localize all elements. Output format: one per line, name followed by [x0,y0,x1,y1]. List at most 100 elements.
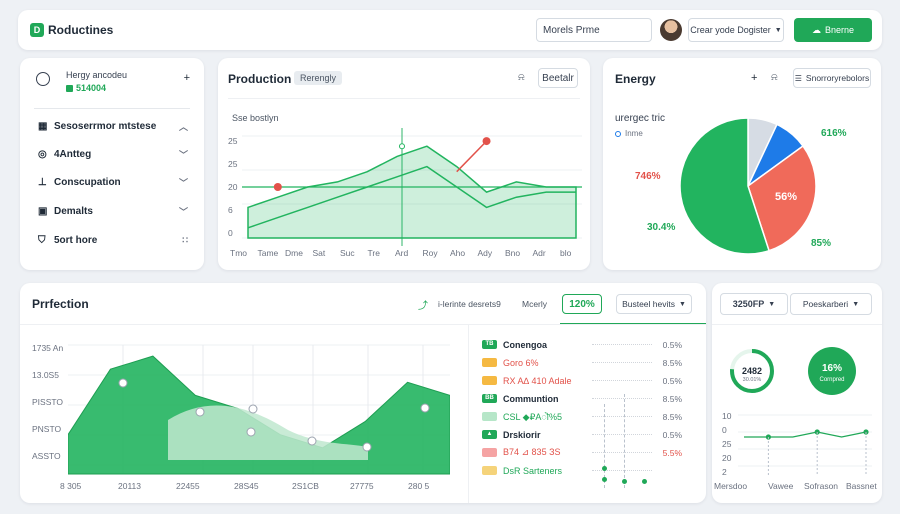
pie-label-top-right: 616% [821,128,847,139]
leader-dots [592,380,652,381]
region-dropdown-label: Poeskarberi [802,299,849,309]
search-input[interactable]: Morels Prme [536,18,652,42]
filter2-label[interactable]: Mcerly [522,299,548,309]
y-tick-label: 25 [228,159,238,169]
leaf-icon [36,72,50,86]
x-tick-label: Ady [477,248,493,258]
x-tick-label: 2S1CB [292,481,319,491]
sidebar-item-details[interactable]: ▣ Demalts ﹀ [36,201,188,221]
series-red-line [456,140,488,173]
x-tick-label: Bassnet [846,481,877,491]
logo-icon[interactable]: D [30,23,44,37]
list-item-percent: 8.5% [662,411,682,422]
register-dropdown[interactable]: Crear yode Dogister ▼ [688,18,784,42]
list-item-percent: 8.5% [662,357,682,368]
y-tick-label: 1735 An [32,343,64,353]
list-item[interactable]: CSL ◆₽Aॊ%5 8.5% [482,410,694,423]
list-item[interactable]: B74 ⊿ 835 ЗS 5.5% [482,446,694,459]
header-divider [712,324,882,325]
x-tick-label: Bno [505,248,521,258]
avatar[interactable] [660,19,682,41]
x-tick-label: Dme [285,248,303,258]
marker-dot [602,477,607,482]
progress-ring [730,349,774,393]
region-dropdown[interactable]: Poeskarberi ▼ [790,293,872,315]
x-tick-label: 20113 [118,481,142,491]
list-item-tag [482,448,497,457]
leader-dots [592,470,652,471]
list-item-percent: 0.5% [662,339,682,350]
leader-dots [592,452,652,453]
energy-pie-chart [679,117,817,255]
shield-icon: ⛉ [38,234,46,246]
production-area-chart [242,128,582,246]
summary-card: 3250FP ▼ Poeskarberi ▼ 2482 30.01% 16% Cor… [712,283,882,503]
x-tick-label: 27775 [350,481,374,491]
header-divider [228,98,580,99]
list-item[interactable]: RX A∆ 410 Adale 0.5% [482,374,694,387]
energy-legend-item: Inme [615,129,643,138]
perfection-title: Prrfection [32,297,89,311]
pie-label-bottom-left: 30.4% [647,222,676,233]
data-point [273,183,282,191]
primary-cta-button[interactable]: ☁ Bnerne [794,18,872,42]
leader-dots [592,434,652,435]
marker-dot [602,466,607,471]
y-tick-label: 6 [228,205,233,215]
details-button[interactable]: Beetalr [538,68,578,88]
sidebar-item-overview[interactable]: ▦ Sesoserrmor mtstese ︿ [36,116,188,136]
energy-options-button[interactable]: ☰ Snorroryrebolors [793,68,871,88]
data-point [362,442,372,452]
x-tick-label: Vawee [768,481,794,491]
list-item[interactable]: BB Communtion 8.5% [482,392,694,405]
wallet-icon [66,84,73,92]
value-dropdown[interactable]: 3250FP ▼ [720,293,788,315]
production-badge[interactable]: Rerengly [294,71,343,85]
x-tick-label: Ard [395,248,409,258]
sidebar-item-shortcuts[interactable]: ⛉ 5ort hore ∷ [36,230,188,250]
sidebar-item-label: Demalts [54,205,93,217]
list-item-percent: 8.5% [662,393,682,404]
filter-label[interactable]: i-lerinte desrets9 [438,299,501,309]
x-tick-label: blo [560,248,572,258]
x-tick-label: 22455 [176,481,200,491]
chevron-down-icon: ﹀ [178,149,188,160]
chart-icon: ⊥ [38,176,47,188]
grid-icon: ▦ [38,120,48,132]
list-item[interactable]: Goro 6% 8.5% [482,356,694,369]
list-item[interactable]: ▲ Drskiorir 0.5% [482,428,694,441]
leader-dots [592,416,652,417]
metrics-dropdown[interactable]: Busteel hevits ▼ [616,294,692,314]
section-divider [468,325,469,503]
sidebar-item-consumption[interactable]: ⊥ Conscupation ﹀ [36,172,188,192]
x-tick-label: Tame [257,248,279,258]
list-item-tag [482,376,497,385]
x-tick-label: Mersdoo [714,481,748,491]
secondary-area [168,405,368,460]
legend-dot-icon [615,130,621,137]
leader-dots [592,362,652,363]
leader-dots [592,344,652,345]
cloud-icon: ☁ [811,24,821,35]
energy-title: Energy [615,72,656,86]
perfection-area-chart [68,344,450,475]
list-item-label: DsR Sarteners [503,465,563,476]
chart-legend: Sse bostlyn [232,113,279,123]
bell-icon[interactable]: ⍾ [771,72,778,83]
tab-active[interactable]: 120% [562,294,602,314]
sidebar-item-targeting[interactable]: ◎ 4Antteg ﹀ [36,144,188,164]
list-item[interactable]: DsR Sarteners [482,464,694,477]
add-icon[interactable]: + [751,72,758,84]
list-item[interactable]: TB Conengoa 0.5% [482,338,694,351]
x-tick-label: Sat [312,248,326,258]
data-point [195,407,205,417]
pie-label-bottom-right: 85% [811,238,832,249]
x-tick-label: 8 305 [60,481,82,491]
sidebar-item-label: 5ort hore [54,234,98,246]
metrics-list: TB Conengoa 0.5% Goro 6% 8.5% RX A∆ 410 Adale… [468,338,706,498]
add-icon[interactable]: + [183,72,190,84]
bell-icon[interactable]: ⍾ [518,72,525,83]
profile-name: Hergy ancodeu [66,70,128,80]
list-item-tag: ▲ [482,430,497,439]
chevron-down-icon: ▼ [678,300,686,308]
